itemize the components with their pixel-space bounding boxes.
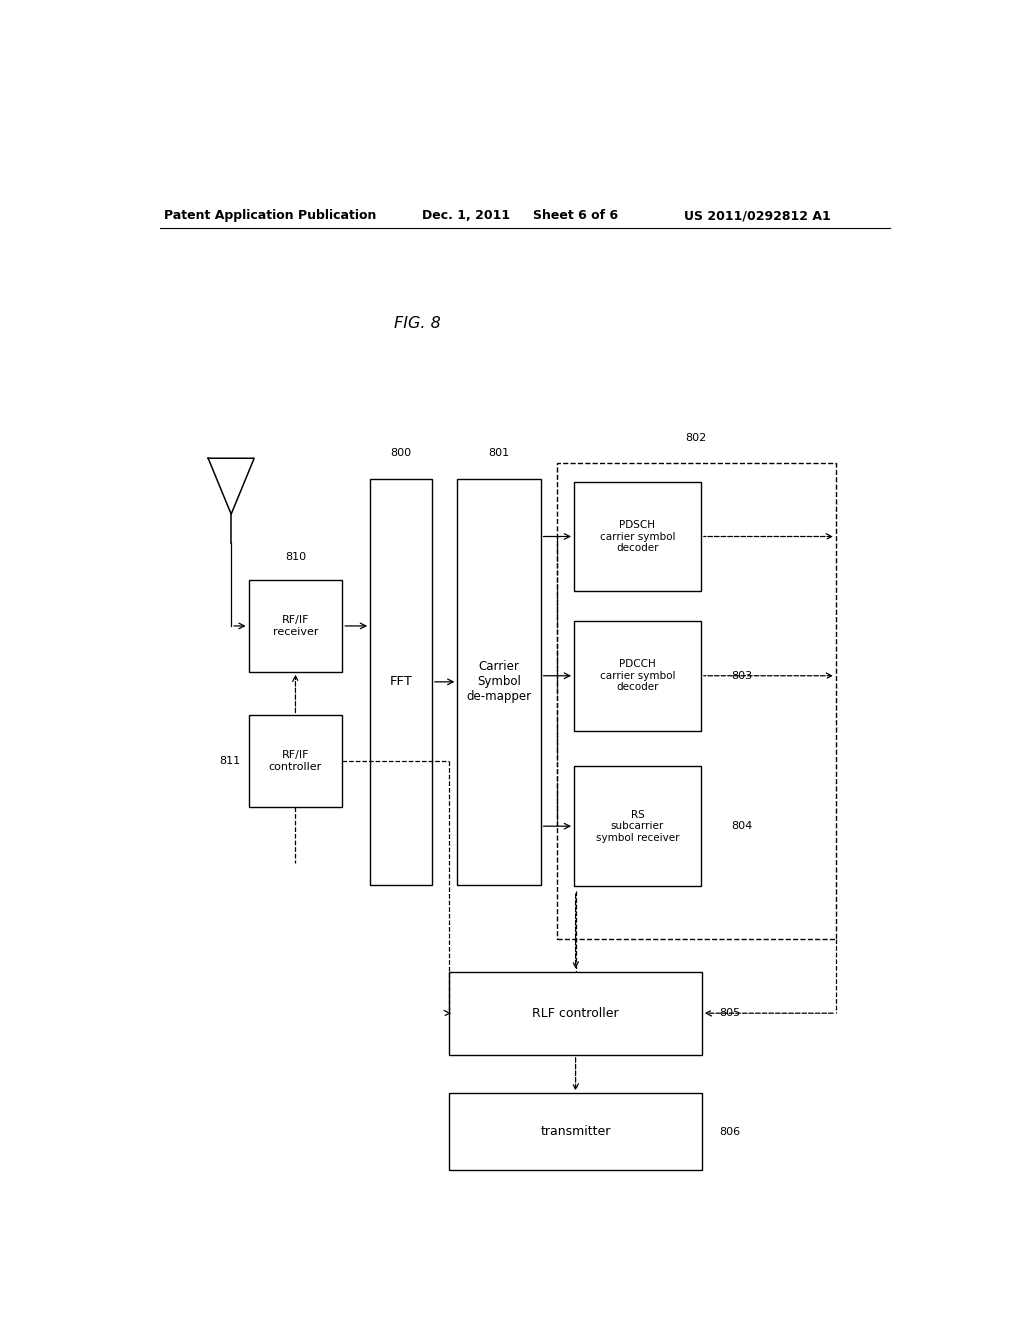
Text: 806: 806 — [719, 1126, 740, 1137]
Text: Carrier
Symbol
de-mapper: Carrier Symbol de-mapper — [467, 660, 531, 704]
Text: US 2011/0292812 A1: US 2011/0292812 A1 — [684, 210, 830, 222]
Text: FIG. 8: FIG. 8 — [394, 315, 441, 331]
Text: 800: 800 — [390, 449, 412, 458]
Text: RS
subcarrier
symbol receiver: RS subcarrier symbol receiver — [596, 809, 679, 842]
Text: transmitter: transmitter — [541, 1125, 610, 1138]
Text: 811: 811 — [219, 756, 241, 766]
Text: 801: 801 — [488, 449, 510, 458]
Bar — [249, 715, 342, 807]
Bar — [458, 479, 541, 886]
Text: 803: 803 — [731, 671, 753, 681]
Text: RF/IF
controller: RF/IF controller — [269, 750, 323, 772]
Bar — [450, 1093, 701, 1170]
Text: RLF controller: RLF controller — [532, 1007, 618, 1019]
Text: RF/IF
receiver: RF/IF receiver — [272, 615, 318, 636]
Text: PDSCH
carrier symbol
decoder: PDSCH carrier symbol decoder — [600, 520, 675, 553]
Bar — [450, 972, 701, 1055]
Bar — [574, 482, 701, 591]
Text: Sheet 6 of 6: Sheet 6 of 6 — [532, 210, 617, 222]
Text: FFT: FFT — [389, 676, 413, 688]
Text: Patent Application Publication: Patent Application Publication — [164, 210, 376, 222]
Text: PDCCH
carrier symbol
decoder: PDCCH carrier symbol decoder — [600, 659, 675, 693]
Bar — [370, 479, 432, 886]
Text: 802: 802 — [686, 433, 707, 444]
Text: Dec. 1, 2011: Dec. 1, 2011 — [422, 210, 510, 222]
Bar — [249, 581, 342, 672]
Text: 810: 810 — [285, 552, 306, 562]
Bar — [557, 463, 836, 939]
Bar — [574, 766, 701, 886]
Bar — [574, 620, 701, 731]
Text: 805: 805 — [719, 1008, 740, 1018]
Text: 804: 804 — [731, 821, 753, 832]
